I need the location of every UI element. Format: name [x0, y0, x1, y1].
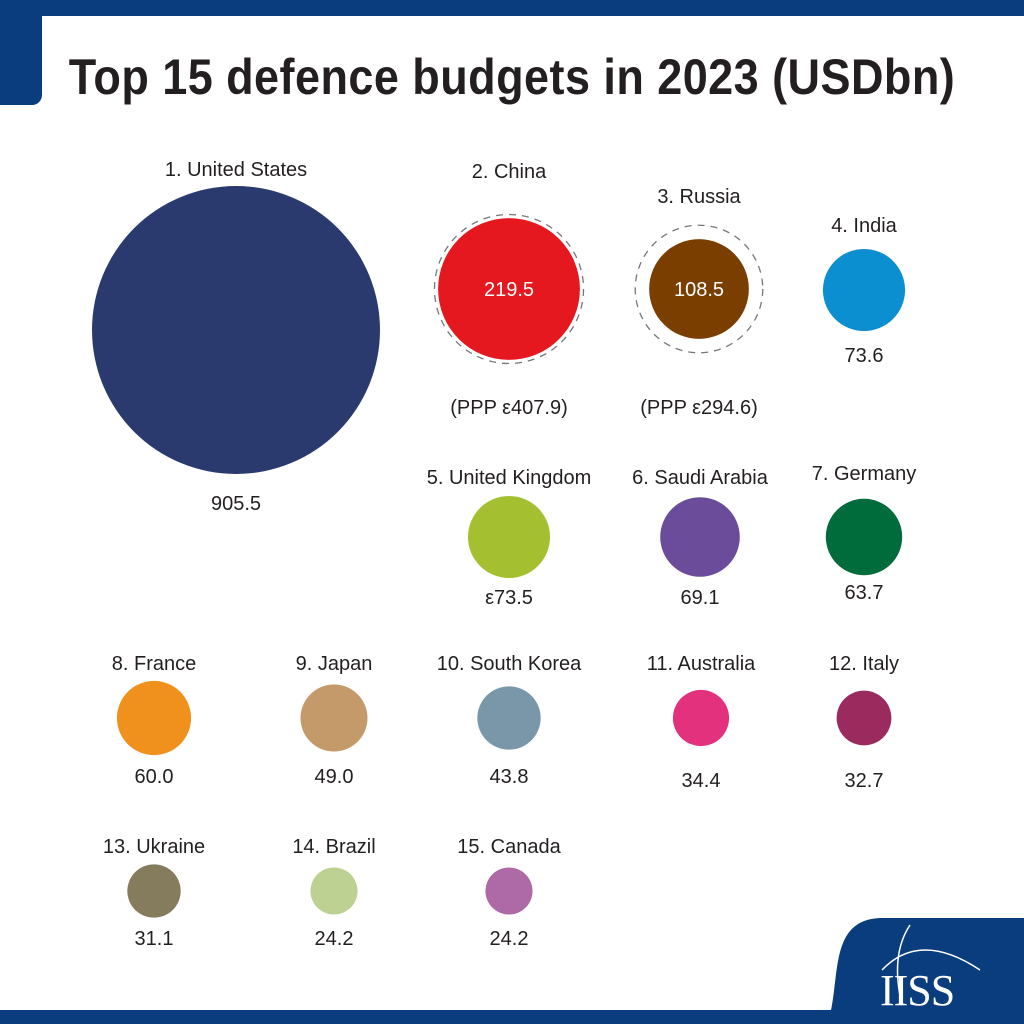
country-label: 9. Japan — [296, 653, 373, 675]
bubble-5 — [467, 495, 551, 579]
value-label: 34.4 — [682, 770, 721, 792]
ppp-dashed-circle — [433, 213, 585, 365]
value-label: 31.1 — [135, 928, 174, 950]
country-label: 12. Italy — [829, 653, 899, 675]
country-label: 6. Saudi Arabia — [632, 467, 769, 489]
iiss-logo — [830, 918, 1024, 1015]
country-label: 13. Ukraine — [103, 836, 205, 858]
bubble-12 — [836, 690, 892, 746]
frame-corner — [42, 16, 62, 36]
country-label: 15. Canada — [457, 836, 561, 858]
ppp-label: (PPP ε294.6) — [640, 397, 758, 419]
logo-arc-icon — [896, 924, 911, 1006]
value-label: 49.0 — [315, 766, 354, 788]
logo-arc-icon — [881, 949, 981, 971]
bubble-9 — [300, 684, 368, 752]
ppp-label: (PPP ε407.9) — [450, 397, 568, 419]
chart-title: Top 15 defence budgets in 2023 (USDbn) — [68, 49, 956, 105]
country-label: 14. Brazil — [292, 836, 375, 858]
value-label: 69.1 — [681, 587, 720, 609]
bubble-14 — [310, 867, 358, 915]
country-label: 4. India — [831, 215, 897, 237]
bubble-8 — [116, 680, 192, 756]
value-label: 63.7 — [845, 582, 884, 604]
value-label: 43.8 — [490, 766, 529, 788]
bubble-10 — [477, 686, 541, 750]
frame-top-band — [0, 0, 1024, 16]
bubble-2 — [438, 218, 580, 360]
country-label: 2. China — [472, 161, 547, 183]
bubble-1 — [92, 186, 380, 474]
country-label: 5. United Kingdom — [427, 467, 592, 489]
country-label: 8. France — [112, 653, 196, 675]
value-label: 73.6 — [845, 345, 884, 367]
ppp-dashed-circle — [634, 224, 764, 354]
value-label: 108.5 — [674, 279, 724, 301]
bubble-13 — [127, 864, 181, 918]
country-label: 1. United States — [165, 159, 307, 181]
value-label: 60.0 — [135, 766, 174, 788]
value-label: 219.5 — [484, 279, 534, 301]
country-label: 10. South Korea — [437, 653, 582, 675]
value-label: 24.2 — [315, 928, 354, 950]
value-label: 32.7 — [845, 770, 884, 792]
value-label: 905.5 — [211, 493, 261, 515]
bubble-11 — [672, 689, 730, 747]
frame-left-band — [0, 0, 42, 105]
bubble-3 — [649, 239, 749, 339]
logo-text: IISS — [880, 966, 955, 1015]
bubble-7 — [825, 498, 903, 576]
bubble-15 — [485, 867, 533, 915]
bubble-6 — [660, 497, 740, 577]
value-label: ε73.5 — [485, 587, 533, 609]
country-label: 7. Germany — [812, 463, 916, 485]
bubble-4 — [822, 248, 906, 332]
frame-bottom-band — [0, 1010, 1024, 1024]
value-label: 24.2 — [490, 928, 529, 950]
country-label: 3. Russia — [657, 186, 741, 208]
logo-background — [830, 918, 1024, 1015]
country-label: 11. Australia — [647, 653, 756, 675]
